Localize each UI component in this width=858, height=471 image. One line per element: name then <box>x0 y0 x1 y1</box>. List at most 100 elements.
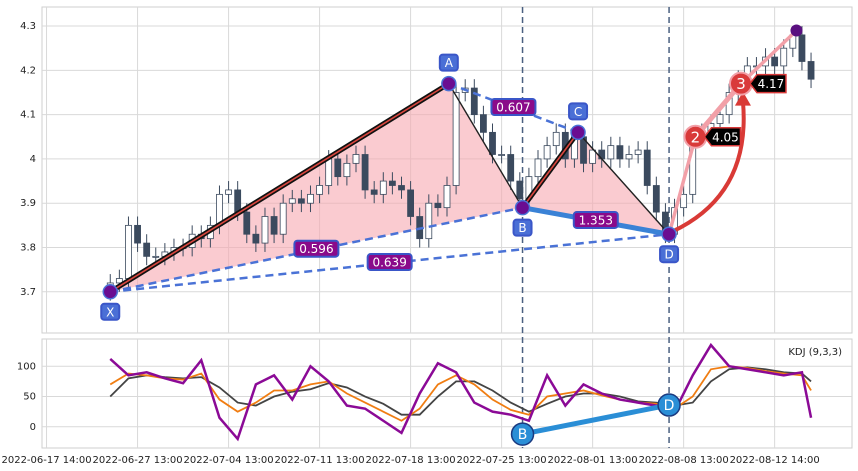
candle-body <box>234 189 242 213</box>
pattern-leg <box>521 131 579 209</box>
pattern-point <box>514 199 531 216</box>
ratio-label-box <box>490 97 537 116</box>
candle-body <box>625 154 633 160</box>
kdj-point <box>510 422 535 446</box>
candle-body <box>370 189 378 195</box>
candle-body <box>134 224 141 244</box>
candle-body <box>398 185 405 191</box>
kdj-title: KDJ (9,3,3) <box>788 347 842 358</box>
candle-body <box>225 189 232 195</box>
candle-body <box>434 202 442 209</box>
pattern-point <box>441 75 457 92</box>
candle-body <box>516 180 524 200</box>
projection-line <box>739 29 798 85</box>
candle-body <box>652 185 660 213</box>
candle-body <box>407 189 414 217</box>
candle-body <box>143 242 151 257</box>
candle-body <box>279 202 287 235</box>
kdj-point-label: D <box>664 398 675 414</box>
y-tick-label: 4.2 <box>20 65 36 76</box>
candle-body <box>589 149 597 164</box>
pattern-point <box>661 226 677 242</box>
pattern-leg <box>448 83 524 209</box>
x-tick-label: 2022-08-01 13:00 <box>548 455 638 466</box>
ratio-label-box <box>293 239 340 258</box>
candle-body <box>780 47 788 67</box>
pattern-label-box <box>100 302 121 321</box>
pattern-label-box <box>659 245 680 264</box>
projection-line <box>667 136 698 235</box>
candle-body <box>316 185 323 195</box>
candle-body <box>115 278 123 284</box>
candle-body <box>643 149 651 186</box>
pattern-leg <box>577 131 670 235</box>
candle-body <box>543 145 551 160</box>
y-tick-label: 0 <box>30 422 36 433</box>
y-tick-label: 4.1 <box>20 110 36 121</box>
candle-body <box>807 61 815 80</box>
candle-body <box>498 154 506 156</box>
x-tick-label: 2022-07-11 13:00 <box>275 455 365 466</box>
ratio-label-box <box>366 253 413 272</box>
candle-body <box>716 114 724 124</box>
pattern-label: X <box>106 305 114 319</box>
pattern-label: B <box>518 221 526 235</box>
ratio-label: 0.607 <box>496 100 530 114</box>
pattern-leg <box>109 82 450 293</box>
y-tick-label: 3.7 <box>20 287 36 298</box>
kdj-bd-line <box>522 402 670 437</box>
projection-number: 3 <box>736 75 746 93</box>
candle-body <box>616 145 624 160</box>
candle-body <box>307 193 314 204</box>
x-tick-label: 2022-08-12 14:00 <box>730 455 820 466</box>
candle-body <box>680 193 688 209</box>
y-tick-label: 4.3 <box>20 21 36 32</box>
candle-body <box>598 149 606 160</box>
kdj-line <box>109 342 813 442</box>
candle-body <box>352 154 360 164</box>
y-tick-label: 3.8 <box>20 243 36 254</box>
x-tick-label: 2022-08-08 13:00 <box>639 455 729 466</box>
x-tick-label: 2022-06-27 13:00 <box>92 455 182 466</box>
pattern-point <box>570 124 586 141</box>
x-tick-label: 2022-06-17 14:00 <box>1 455 91 466</box>
projection-arrowhead <box>734 91 751 106</box>
candle-body <box>152 255 160 258</box>
pattern-label: D <box>664 248 673 262</box>
candle-body <box>534 158 542 178</box>
candle-body <box>798 34 806 62</box>
projection-value: 4.17 <box>758 77 785 91</box>
candle-body <box>261 216 269 244</box>
candle-body <box>388 180 396 186</box>
candle-body <box>270 216 278 235</box>
pattern-label-box <box>512 218 533 237</box>
candle-body <box>325 158 333 186</box>
candle-body <box>297 198 305 204</box>
pattern-label-box <box>438 53 459 72</box>
ratio-label-box <box>572 210 619 229</box>
ratio-label: 0.639 <box>372 256 406 270</box>
target-point <box>790 24 803 37</box>
candle-body <box>489 131 496 155</box>
candle-body <box>607 145 615 160</box>
projection-value-box <box>749 73 787 94</box>
candle-body <box>634 149 642 155</box>
ratio-label: 1.353 <box>579 213 613 227</box>
candle-body <box>425 202 433 240</box>
candle-body <box>552 131 560 147</box>
kdj-line <box>109 366 812 416</box>
kdj-panel <box>41 338 853 449</box>
candle-body <box>452 92 460 186</box>
candle-body <box>125 224 132 279</box>
pattern-point <box>102 284 119 300</box>
candle-body <box>443 185 451 209</box>
projection-number: 2 <box>691 128 701 146</box>
y-tick-label: 100 <box>17 361 36 372</box>
candle-body <box>334 158 342 178</box>
x-tick-label: 2022-07-25 13:00 <box>457 455 547 466</box>
candle-body <box>288 198 296 204</box>
y-tick-label: 3.9 <box>20 198 36 209</box>
candle-body <box>343 162 351 178</box>
y-tick-label: 50 <box>23 392 36 403</box>
